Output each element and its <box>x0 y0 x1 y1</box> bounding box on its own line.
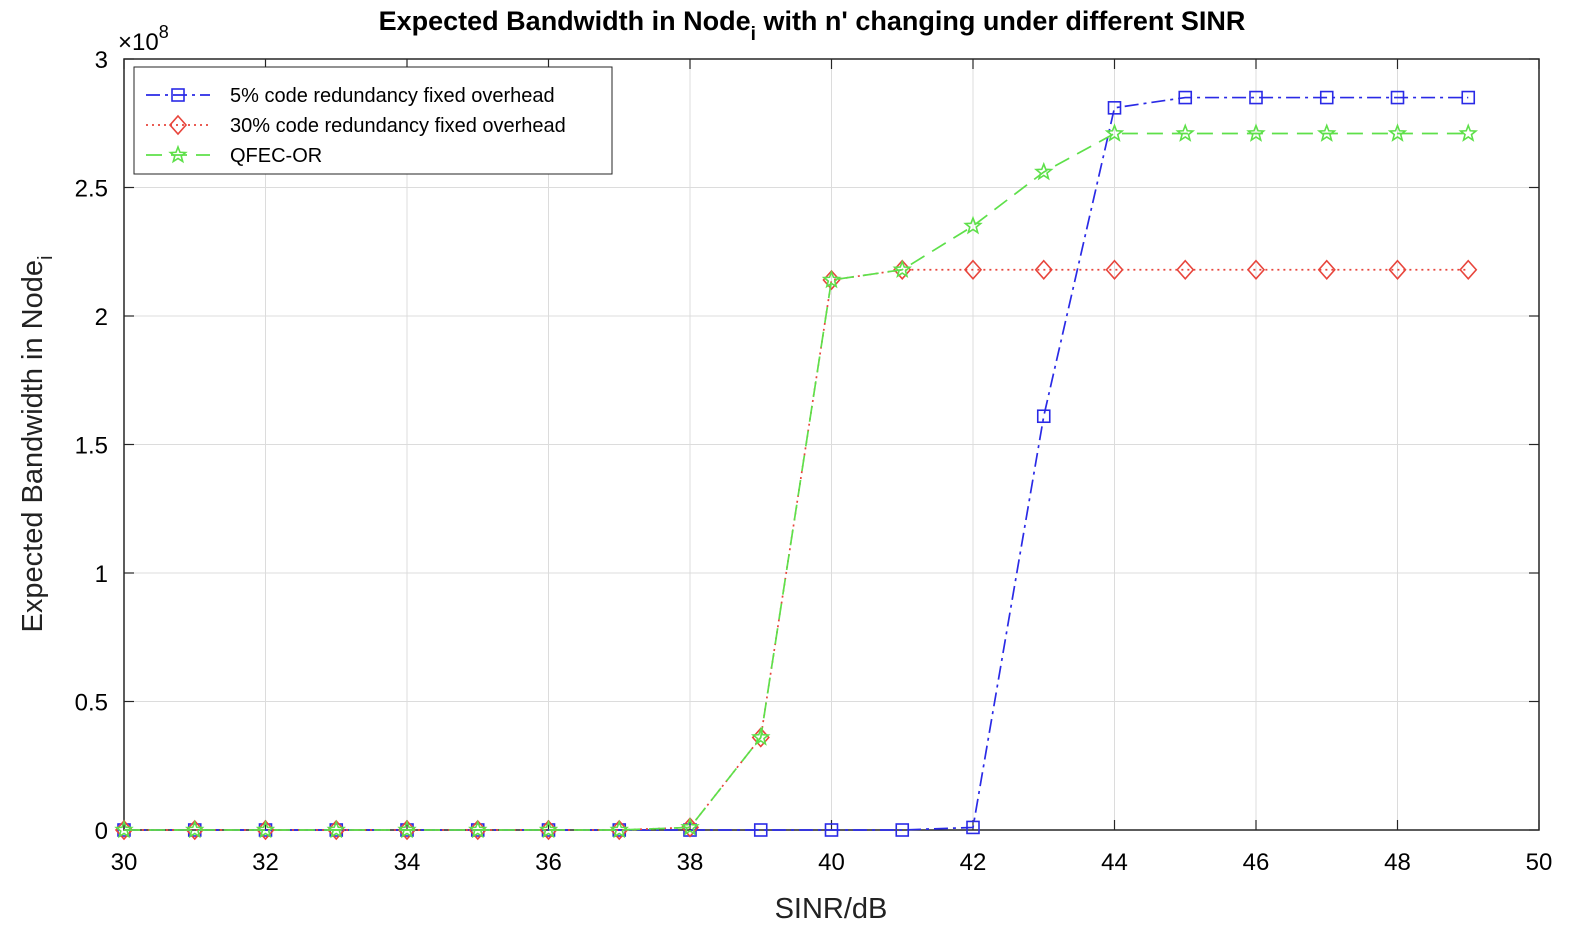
y-tick-label: 1.5 <box>75 433 108 460</box>
legend-marker <box>168 144 188 164</box>
data-point <box>753 823 768 837</box>
data-point <box>1246 259 1266 280</box>
data-point <box>1390 90 1405 105</box>
data-point <box>1176 259 1195 280</box>
data-point <box>1105 259 1124 280</box>
legend-box <box>133 66 613 175</box>
data-point <box>1459 259 1478 280</box>
chart-title-subscript: i <box>751 24 756 45</box>
series-line <box>124 96 1469 831</box>
data-point <box>1461 90 1476 105</box>
tick-layer: 30 32 34 36 38 40 42 44 46 48 50 0 0.5 1 1.5 2 2.5 3 <box>75 47 1553 876</box>
data-point <box>750 727 771 746</box>
y-multiplier-exponent: 8 <box>159 22 169 42</box>
series-layer <box>114 90 1479 841</box>
data-point <box>1458 123 1479 142</box>
y-tick-label: 0 <box>95 818 108 845</box>
x-tick-label: 44 <box>1101 849 1128 876</box>
data-point <box>963 215 983 235</box>
data-point <box>895 823 910 837</box>
data-point <box>1388 259 1407 280</box>
legend-marker <box>168 114 188 136</box>
data-point <box>1246 123 1266 142</box>
y-multiplier-base: ×10 <box>118 29 159 56</box>
x-tick-label: 38 <box>677 849 704 876</box>
chart-title-main: Expected Bandwidth in Node <box>379 6 751 36</box>
y-multiplier: ×108 <box>118 22 169 56</box>
x-axis-label: SINR/dB <box>775 893 888 925</box>
x-tick-label: 50 <box>1526 849 1553 876</box>
data-point <box>1387 123 1408 142</box>
data-point <box>1104 123 1125 142</box>
y-tick-label: 0.5 <box>75 690 108 717</box>
x-tick-label: 30 <box>111 849 138 876</box>
y-axis-label: Expected Bandwidth in Nodei <box>17 256 57 633</box>
data-point <box>1033 161 1054 181</box>
data-point <box>397 819 417 839</box>
data-point <box>1175 123 1196 142</box>
legend-item: 30% code redundancy fixed overhead <box>146 114 566 137</box>
legend: 5% code redundancy fixed overhead 30% cod… <box>133 66 613 175</box>
chart-title: Expected Bandwidth in Nodei with n' chan… <box>379 6 1246 45</box>
legend-item: 5% code redundancy fixed overhead <box>146 85 555 107</box>
legend-item: QFEC-OR <box>146 144 322 167</box>
y-axis-label-subscript: i <box>35 256 57 260</box>
data-point <box>824 823 839 837</box>
data-point <box>1034 259 1053 280</box>
data-point <box>326 819 347 839</box>
x-tick-label: 48 <box>1384 849 1411 876</box>
y-tick-label: 3 <box>95 47 108 74</box>
chart-title-rest: with n' changing under different SINR <box>756 6 1245 36</box>
x-tick-label: 40 <box>818 849 845 876</box>
y-tick-label: 2.5 <box>75 176 108 203</box>
x-tick-label: 32 <box>252 849 279 876</box>
series-3 <box>114 123 1479 839</box>
x-tick-label: 42 <box>960 849 987 876</box>
data-point <box>1316 123 1337 142</box>
data-point <box>538 819 559 839</box>
y-axis-label-main: Expected Bandwidth in Node <box>17 260 49 632</box>
y-tick-label: 1 <box>95 561 108 588</box>
series-line <box>124 132 1469 831</box>
legend-label: QFEC-OR <box>230 145 322 167</box>
data-point <box>680 817 700 836</box>
y-tick-label: 2 <box>95 304 108 331</box>
data-point <box>1317 259 1336 280</box>
data-point <box>184 819 205 839</box>
data-point <box>255 819 276 839</box>
data-point <box>467 819 488 839</box>
x-tick-label: 34 <box>394 849 421 876</box>
x-tick-label: 36 <box>535 849 562 876</box>
data-point <box>1319 90 1334 105</box>
data-point <box>609 819 630 839</box>
data-point <box>1036 409 1051 424</box>
legend-label: 5% code redundancy fixed overhead <box>230 85 555 107</box>
data-point <box>963 259 983 280</box>
legend-marker <box>171 88 185 102</box>
data-point <box>114 819 134 839</box>
data-point <box>1178 90 1193 105</box>
legend-label: 30% code redundancy fixed overhead <box>230 115 566 137</box>
data-point <box>966 820 980 835</box>
data-point <box>1107 101 1122 115</box>
data-point <box>1249 90 1263 105</box>
data-point <box>821 269 842 289</box>
data-point <box>892 259 913 279</box>
x-tick-label: 46 <box>1243 849 1270 876</box>
